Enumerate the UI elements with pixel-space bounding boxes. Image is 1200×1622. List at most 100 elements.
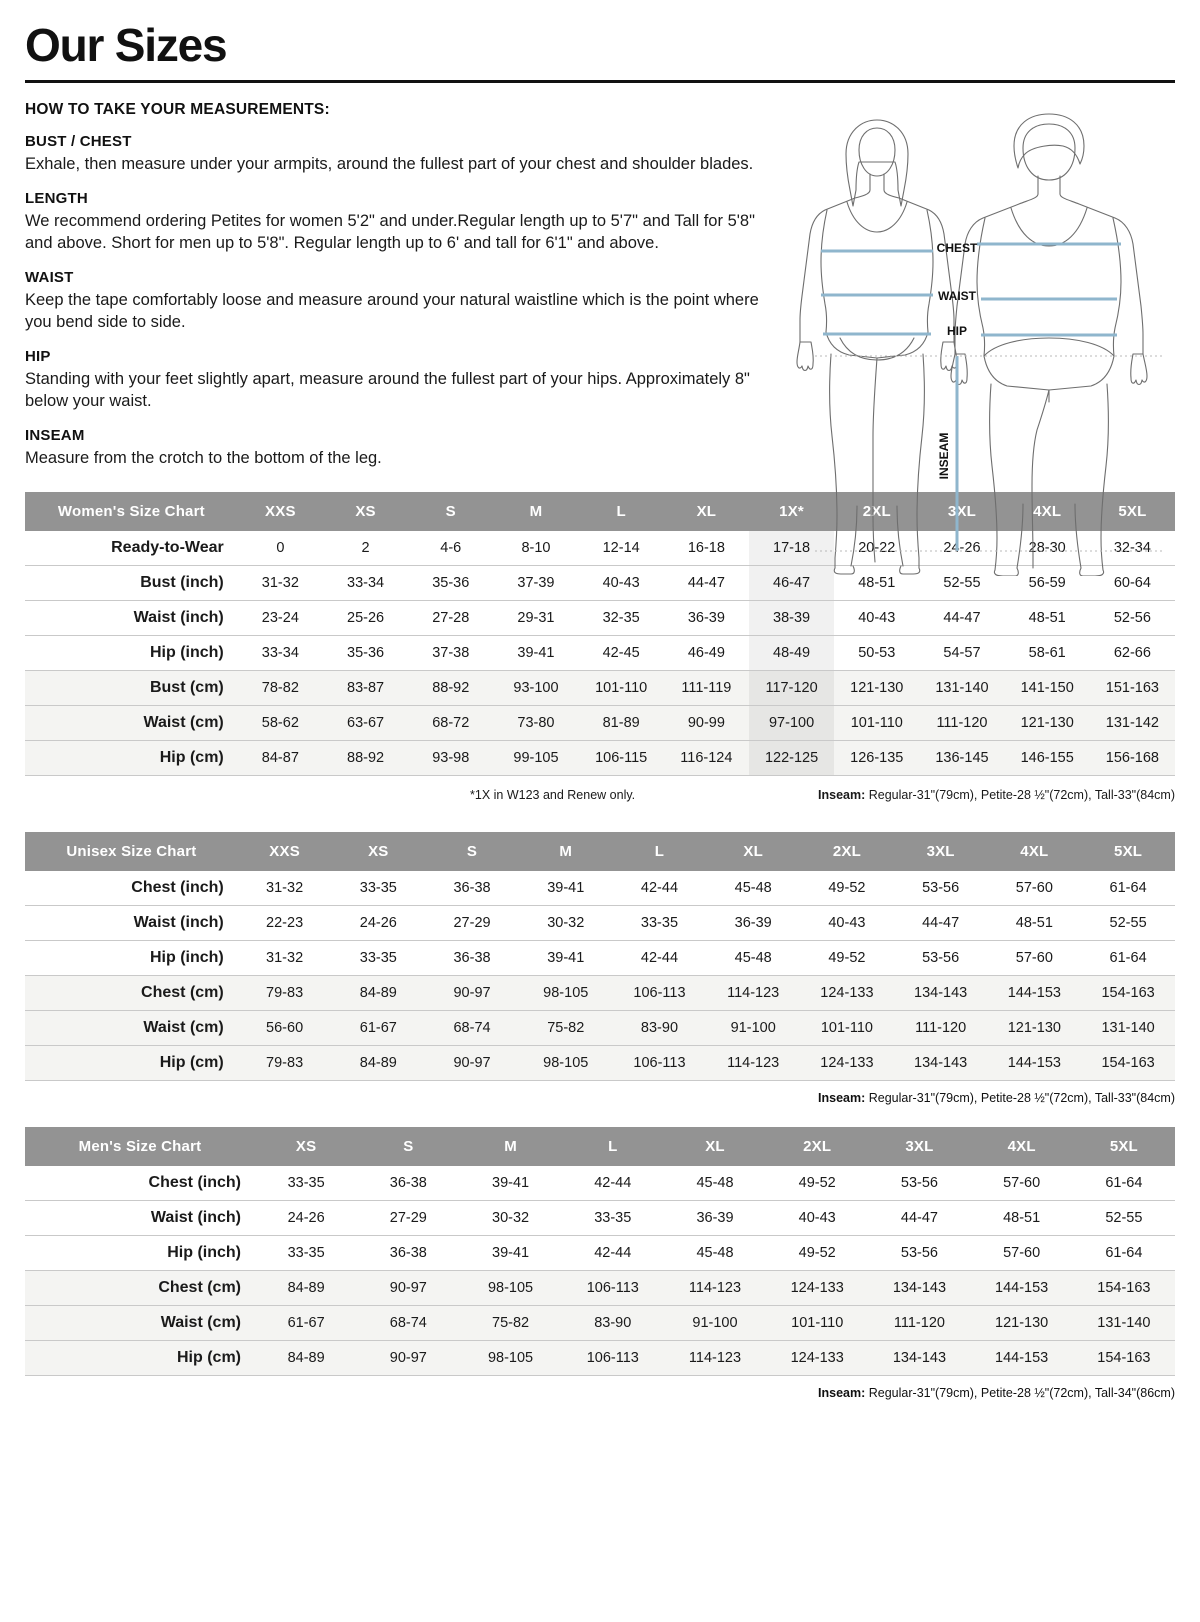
table-cell: 61-64 bbox=[1105, 1174, 1143, 1191]
chest-label-text: CHEST bbox=[937, 241, 978, 255]
row-label: Hip (inch) bbox=[167, 1243, 241, 1261]
dotted-guides bbox=[815, 355, 1163, 552]
column-header-xl: XL bbox=[706, 831, 801, 871]
table-cell: 31-32 bbox=[266, 949, 304, 966]
row-label: Waist (cm) bbox=[143, 1018, 224, 1036]
table-cell: 134-143 bbox=[914, 1054, 968, 1071]
table-cell: 48-51 bbox=[1015, 914, 1053, 931]
measurement-lines bbox=[821, 242, 1121, 551]
table-cell: 83-90 bbox=[640, 1019, 679, 1036]
size-guide-page: Our Sizes HOW TO TAKE YOUR MEASUREMENTS:… bbox=[0, 22, 1200, 1622]
table-cell: 39-41 bbox=[547, 949, 585, 966]
row-label: Bust (cm) bbox=[149, 678, 224, 696]
row-label: Waist (inch) bbox=[133, 913, 224, 931]
row-label: Hip (inch) bbox=[149, 643, 224, 661]
table-cell: 42-44 bbox=[594, 1244, 632, 1261]
table-cell: 131-142 bbox=[1105, 714, 1159, 731]
table-cell: 156-168 bbox=[1105, 749, 1159, 766]
footnote-inseam-label: Inseam: bbox=[818, 787, 866, 802]
table-cell: 93-100 bbox=[513, 679, 559, 696]
table-cell: 30-32 bbox=[547, 914, 585, 931]
size-charts-container: Women's Size Chart XXS XS S M L XL 1X* 2XL 3XL 4XL… bbox=[25, 491, 1175, 1400]
table-header-row: Men's Size Chart XS S M L XL 2XL 3XL 4XL 5XL bbox=[25, 1126, 1175, 1166]
hip-label-text: HIP bbox=[947, 324, 967, 338]
table-cell: 53-56 bbox=[900, 1174, 938, 1191]
column-header-1xstar: 1X* bbox=[748, 491, 835, 531]
table-cell: 124-133 bbox=[790, 1349, 844, 1366]
row-label: Chest (inch) bbox=[131, 878, 224, 896]
table-row: Ready-to-Wear 0 2 4-6 8-10 12-14 16-18 17-18 20-… bbox=[25, 530, 1175, 565]
table-cell: 90-99 bbox=[687, 714, 725, 731]
table-cell: 54-57 bbox=[943, 644, 981, 661]
table-cell: 114-123 bbox=[727, 1054, 780, 1071]
size-chart-table-womens: Women's Size Chart XXS XS S M L XL 1X* 2XL 3XL 4XL… bbox=[25, 491, 1175, 776]
table-cell: 33-35 bbox=[594, 1209, 632, 1226]
column-header-5xl: 5XL bbox=[1081, 831, 1175, 871]
table-row: Waist (cm) 61-67 68-74 75-82 83-90 91-100 101-… bbox=[25, 1305, 1175, 1340]
title-divider bbox=[25, 80, 1175, 83]
table-cell: 154-163 bbox=[1101, 984, 1155, 1001]
table-cell: 17-18 bbox=[748, 530, 835, 565]
table-cell: 37-39 bbox=[517, 574, 555, 591]
column-header-l: L bbox=[578, 491, 664, 531]
table-cell: 78-82 bbox=[261, 679, 299, 696]
table-cell: 68-74 bbox=[453, 1019, 491, 1036]
page-title: Our Sizes bbox=[25, 19, 228, 71]
table-row: Chest (inch) 31-32 33-35 36-38 39-41 42-44 45-… bbox=[25, 871, 1175, 905]
size-chart-title: Men's Size Chart bbox=[25, 1126, 255, 1166]
table-cell: 40-43 bbox=[828, 914, 866, 931]
column-header-4xl: 4XL bbox=[987, 831, 1082, 871]
table-row: Hip (inch) 31-32 33-35 36-38 39-41 42-44 45-48… bbox=[25, 940, 1175, 975]
table-footnotes: *1X in W123 and Renew only. Inseam: Regul… bbox=[25, 784, 1175, 810]
size-chart-block-unisex: Unisex Size Chart XXS XS S M L XL 2XL 3XL 4XL 5XL C… bbox=[25, 831, 1175, 1105]
table-cell: 36-38 bbox=[453, 949, 491, 966]
table-cell: 79-83 bbox=[266, 1054, 304, 1071]
table-cell: 60-64 bbox=[1113, 574, 1151, 591]
table-cell: 88-92 bbox=[432, 679, 470, 696]
table-cell: 144-153 bbox=[1007, 1054, 1061, 1071]
table-cell: 35-36 bbox=[432, 574, 470, 591]
table-cell: 154-163 bbox=[1097, 1349, 1151, 1366]
column-header-3xl: 3XL bbox=[919, 491, 1005, 531]
table-cell: 62-66 bbox=[1113, 644, 1151, 661]
table-cell: 57-60 bbox=[1015, 879, 1053, 896]
column-header-xl: XL bbox=[663, 491, 749, 531]
table-cell: 46-49 bbox=[687, 644, 725, 661]
table-cell: 53-56 bbox=[900, 1244, 938, 1261]
row-label: Chest (inch) bbox=[148, 1173, 241, 1191]
table-cell: 98-105 bbox=[487, 1349, 534, 1366]
row-label: Chest (cm) bbox=[158, 1278, 241, 1296]
measurement-figure-diagram: CHEST WAIST HIP INSEAM bbox=[785, 106, 1170, 576]
column-header-m: M bbox=[459, 1126, 562, 1166]
table-cell: 31-32 bbox=[266, 879, 304, 896]
section-title-hip: HIP bbox=[25, 347, 51, 365]
footnote-inseam-note: Inseam: Regular-31"(79cm), Petite-28 ½"(… bbox=[818, 1385, 1175, 1400]
table-cell: 36-39 bbox=[687, 609, 725, 626]
table-cell: 101-110 bbox=[850, 714, 903, 731]
table-cell: 136-145 bbox=[935, 749, 989, 766]
size-chart-title: Unisex Size Chart bbox=[25, 831, 238, 871]
table-cell: 84-89 bbox=[287, 1349, 325, 1366]
table-cell: 144-153 bbox=[1007, 984, 1061, 1001]
table-row: Waist (cm) 58-62 63-67 68-72 73-80 81-89 90-99… bbox=[25, 705, 1175, 740]
table-cell: 84-87 bbox=[261, 749, 299, 766]
row-label: Chest (cm) bbox=[141, 983, 224, 1001]
table-row: Hip (inch) 33-35 36-38 39-41 42-44 45-48 49-52… bbox=[25, 1235, 1175, 1270]
table-cell: 36-39 bbox=[696, 1209, 734, 1226]
table-cell: 141-150 bbox=[1020, 679, 1074, 696]
table-row: Waist (inch) 23-24 25-26 27-28 29-31 32-35 36-… bbox=[25, 600, 1175, 635]
table-cell: 98-105 bbox=[543, 984, 589, 1001]
row-label: Hip (cm) bbox=[159, 1053, 224, 1071]
table-cell: 131-140 bbox=[1101, 1019, 1155, 1036]
table-cell: 31-32 bbox=[261, 574, 299, 591]
column-header-2xl: 2XL bbox=[834, 491, 920, 531]
table-cell: 27-28 bbox=[432, 609, 470, 626]
column-header-l: L bbox=[612, 831, 707, 871]
table-cell: 42-44 bbox=[594, 1174, 632, 1191]
table-cell: 23-24 bbox=[261, 609, 299, 626]
table-cell: 52-55 bbox=[1105, 1209, 1143, 1226]
table-cell: 40-43 bbox=[798, 1209, 836, 1226]
table-cell: 61-67 bbox=[359, 1019, 397, 1036]
table-header-row: Unisex Size Chart XXS XS S M L XL 2XL 3XL 4XL 5XL bbox=[25, 831, 1175, 871]
table-cell: 154-163 bbox=[1097, 1279, 1151, 1296]
